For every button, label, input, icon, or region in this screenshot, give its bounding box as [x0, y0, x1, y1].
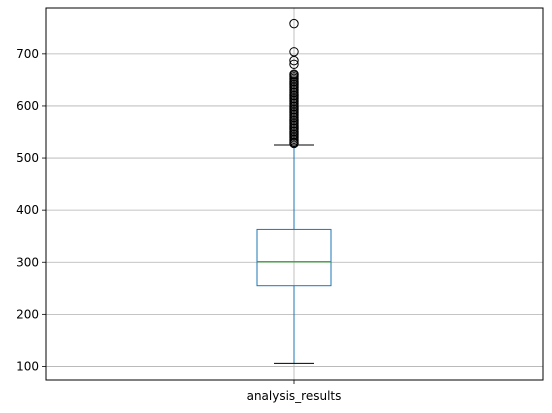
y-tick-label: 400: [16, 203, 39, 217]
outlier-point: [289, 69, 299, 79]
x-tick-label: analysis_results: [247, 389, 342, 403]
y-tick-label: 500: [16, 151, 39, 165]
y-tick-label: 300: [16, 255, 39, 269]
y-tick-label: 200: [16, 307, 39, 321]
y-tick-label: 600: [16, 99, 39, 113]
iqr-box: [256, 228, 332, 287]
outlier-point: [289, 18, 299, 29]
axes: 100 200 300 400 500 600 700 analysis_results: [16, 7, 544, 403]
outlier-point: [289, 47, 299, 57]
plot-frame: [45, 7, 544, 381]
outlier-point: [289, 59, 299, 69]
y-tick-label: 100: [16, 359, 39, 373]
plot-marks: [256, 18, 332, 364]
y-tick-label: 700: [16, 47, 39, 61]
